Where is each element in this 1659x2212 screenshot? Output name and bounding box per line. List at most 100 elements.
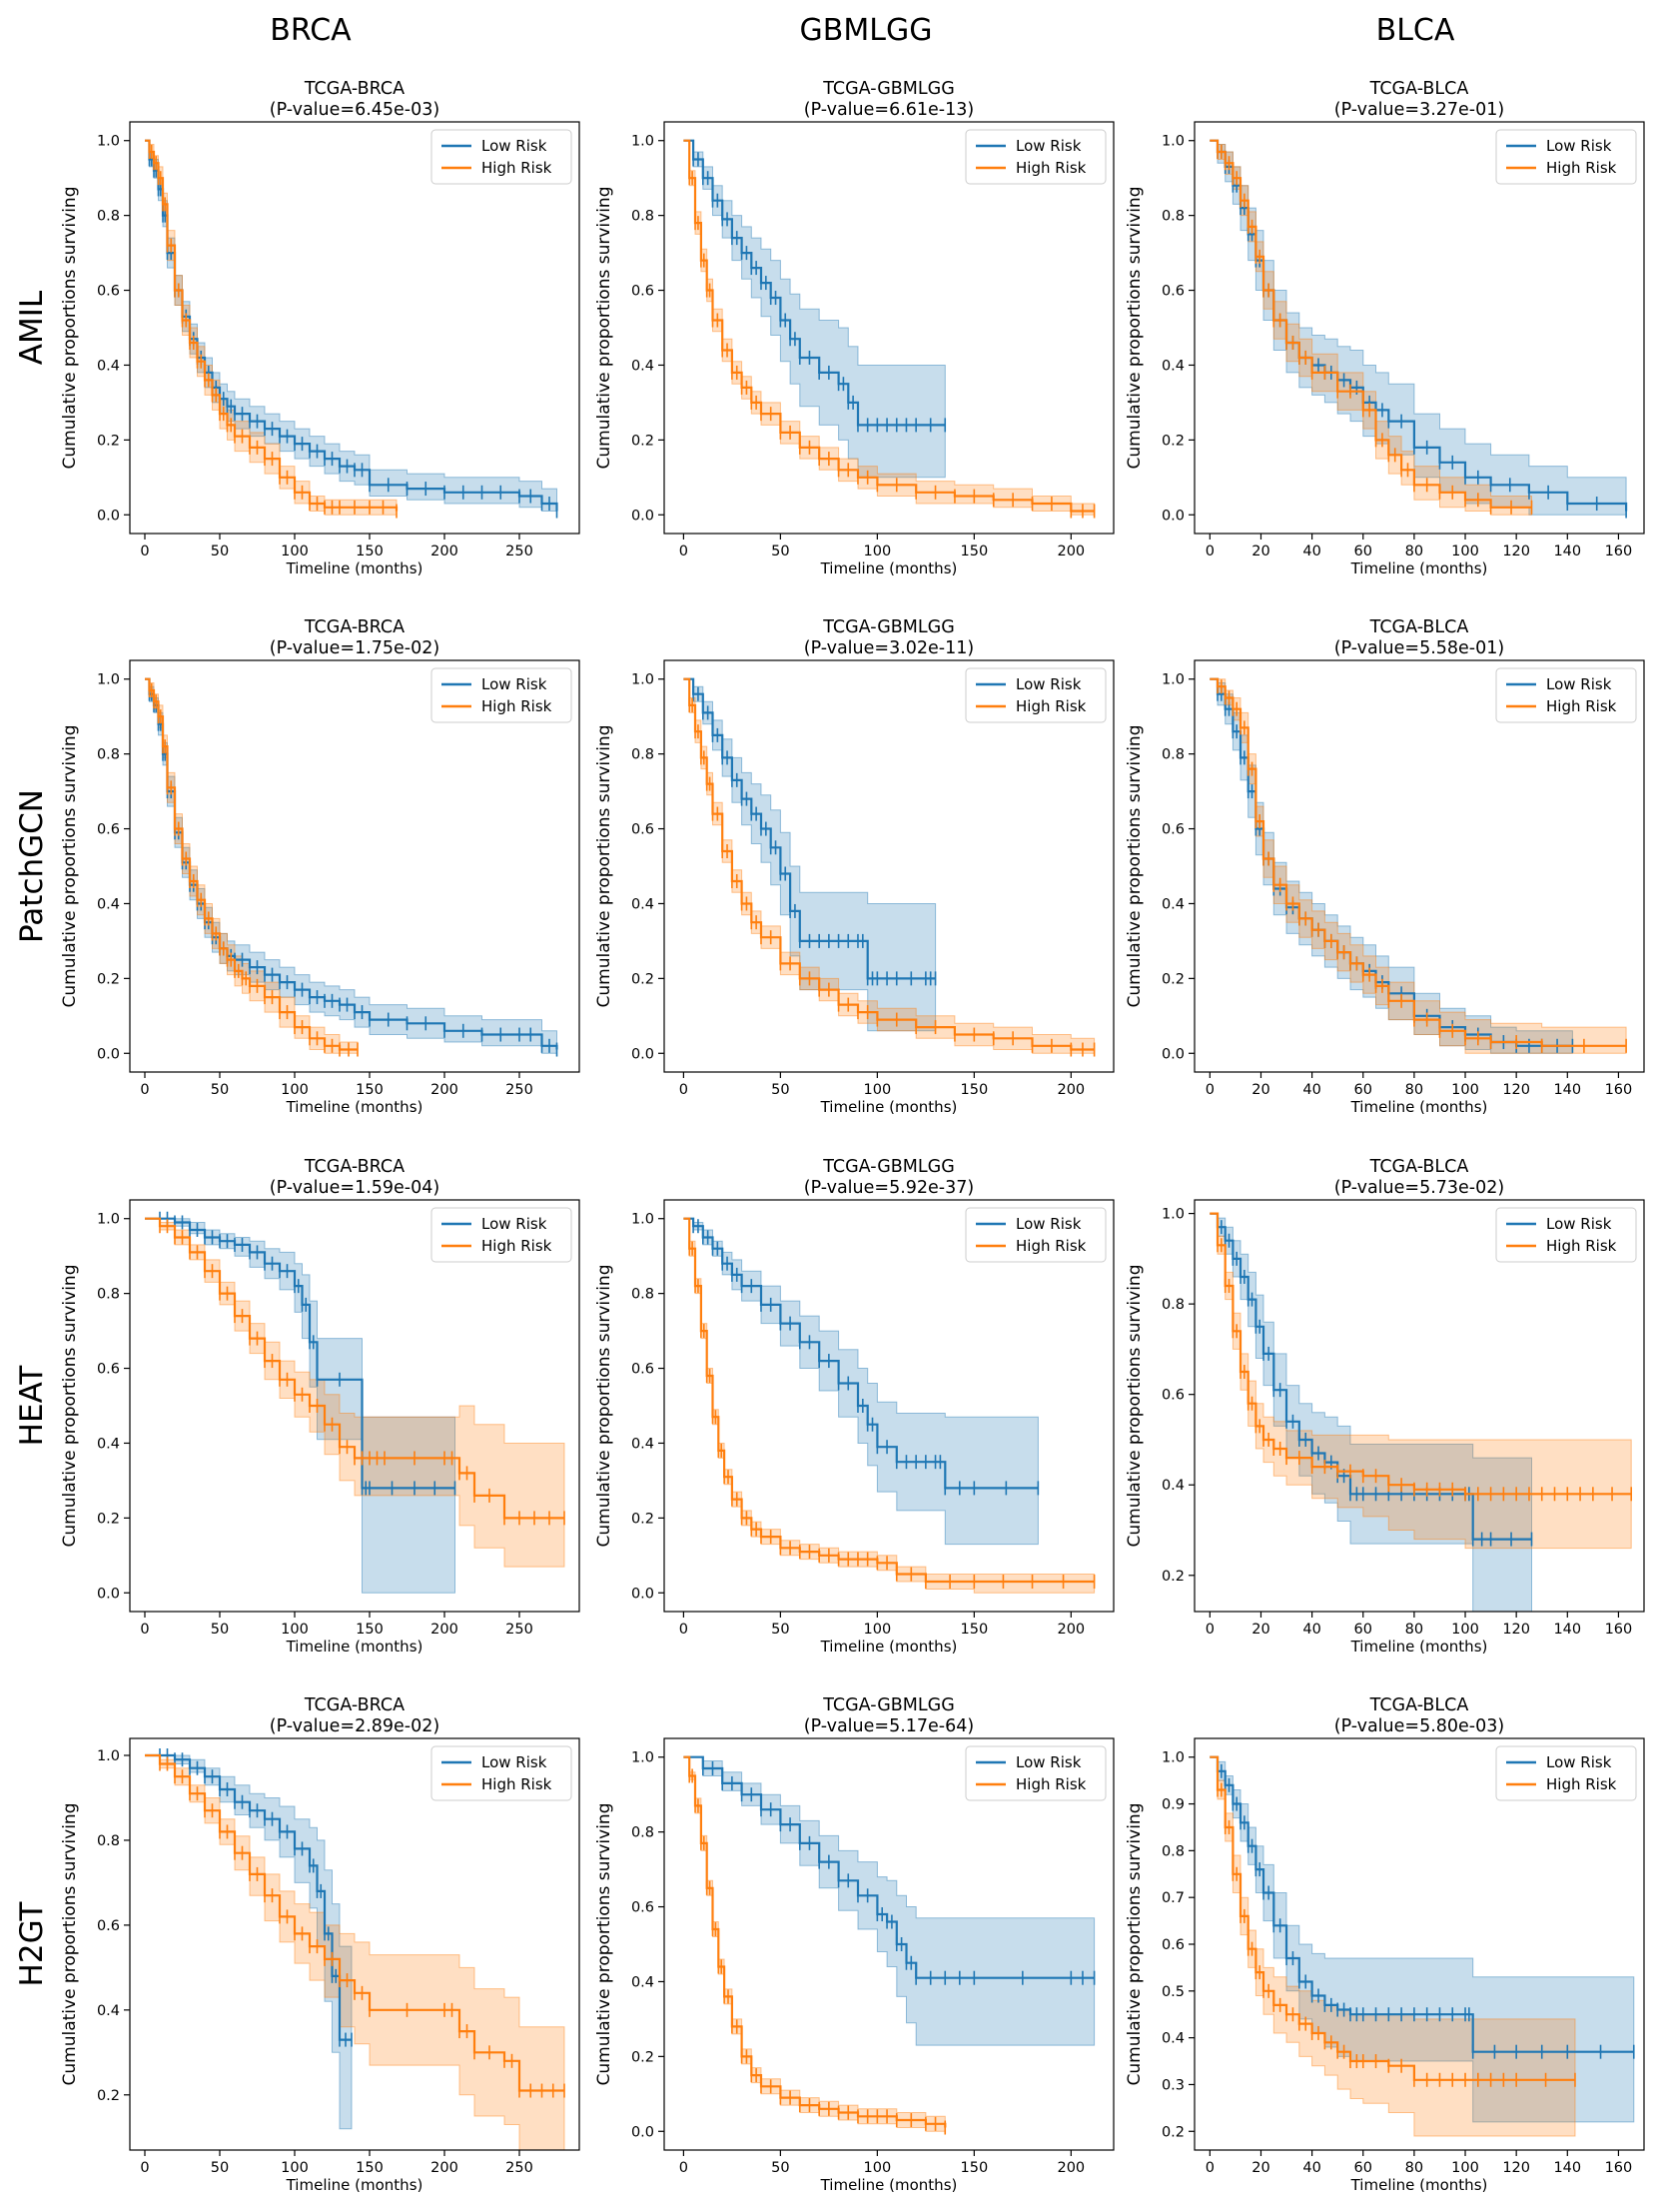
legend-box (1495, 1207, 1637, 1263)
y-tick-label: 1.0 (1162, 1750, 1185, 1766)
y-tick-label: 0.6 (1162, 1937, 1185, 1953)
y-tick-label: 0.4 (97, 896, 120, 912)
legend-box (1495, 129, 1637, 185)
axes-frame (129, 121, 580, 535)
high-risk-legend-label: High Risk (481, 159, 552, 177)
x-axis-label: Timeline (months) (820, 559, 958, 577)
x-tick-label: 150 (356, 1622, 384, 1638)
x-tick-label: 150 (961, 2160, 989, 2176)
row-header-heat: HEAT (14, 1365, 50, 1447)
low-risk-legend-label: Low Risk (1016, 137, 1082, 155)
panel-pvalue: (P-value=5.58e-01) (1334, 638, 1504, 658)
y-tick-label: 0.0 (97, 1586, 120, 1602)
high-risk-legend-label: High Risk (1546, 697, 1617, 715)
legend: Low Risk High Risk (430, 667, 572, 723)
x-tick-label: 150 (356, 544, 384, 559)
x-axis-label: Timeline (months) (286, 1638, 423, 1656)
y-tick-label: 0.2 (1162, 2124, 1185, 2140)
legend: Low Risk High Risk (430, 1207, 572, 1263)
x-tick-label: 0 (1206, 1082, 1215, 1098)
legend: Low Risk High Risk (965, 129, 1107, 185)
axes-frame (663, 1737, 1115, 2151)
high-risk-legend-label: High Risk (1016, 697, 1087, 715)
legend-box (430, 1207, 572, 1263)
high-risk-legend-label: High Risk (481, 1775, 552, 1793)
x-tick-label: 200 (1057, 544, 1085, 559)
x-tick-label: 40 (1302, 2160, 1320, 2176)
plot-area (683, 1217, 1096, 1594)
x-tick-label: 40 (1302, 1622, 1320, 1638)
x-tick-label: 150 (961, 1622, 989, 1638)
y-axis-label: Cumulative proportions surviving (60, 1803, 80, 2086)
panel-pvalue: (P-value=2.89e-02) (270, 1716, 439, 1736)
y-axis-label: Cumulative proportions surviving (594, 725, 614, 1008)
legend: Low Risk High Risk (1495, 1745, 1637, 1801)
y-axis-label: Cumulative proportions surviving (1125, 725, 1145, 1008)
x-tick-label: 120 (1502, 544, 1530, 559)
y-tick-label: 0.0 (97, 508, 120, 524)
y-axis-label: Cumulative proportions surviving (1125, 1803, 1145, 2086)
panel-amil-brca: TCGA-BRCA(P-value=6.45e-03) 0 50 100 150 200 2… (60, 79, 580, 577)
x-axis-label: Timeline (months) (820, 1098, 958, 1116)
panel-pvalue: (P-value=5.17e-64) (804, 1716, 974, 1736)
low-risk-ci-band (145, 678, 557, 1054)
y-tick-label: 0.8 (97, 747, 120, 763)
legend-box (430, 667, 572, 723)
y-tick-label: 0.8 (1162, 747, 1185, 763)
y-tick-label: 0.8 (97, 209, 120, 225)
legend-box (430, 1745, 572, 1801)
y-tick-label: 0.8 (1162, 209, 1185, 225)
y-tick-label: 1.0 (97, 672, 120, 688)
x-tick-label: 100 (281, 544, 309, 559)
x-tick-label: 50 (211, 544, 229, 559)
axes-frame (1194, 659, 1645, 1073)
y-axis-label: Cumulative proportions surviving (594, 1265, 614, 1548)
x-tick-label: 250 (505, 2160, 533, 2176)
x-tick-label: 160 (1605, 2160, 1633, 2176)
x-tick-label: 200 (430, 544, 458, 559)
y-tick-label: 0.2 (631, 433, 654, 449)
y-axis-label: Cumulative proportions surviving (594, 1803, 614, 2086)
y-axis-label: Cumulative proportions surviving (1125, 187, 1145, 470)
y-tick-label: 0.8 (631, 209, 654, 225)
panel-patchgcn-blca: TCGA-BLCA(P-value=5.58e-01) 0 20 40 60 80 100 1… (1125, 617, 1645, 1116)
axes-frame (1194, 121, 1645, 535)
y-tick-label: 0.6 (1162, 1388, 1185, 1404)
x-tick-label: 250 (505, 1622, 533, 1638)
x-axis-label: Timeline (months) (286, 559, 423, 577)
x-tick-label: 0 (1206, 544, 1215, 559)
y-tick-label: 0.6 (1162, 822, 1185, 838)
axes-frame (129, 1199, 580, 1613)
low-risk-legend-label: Low Risk (1546, 1753, 1612, 1771)
x-axis-label: Timeline (months) (820, 1638, 958, 1656)
y-axis-label: Cumulative proportions surviving (60, 187, 80, 470)
high-risk-legend-label: High Risk (1016, 159, 1087, 177)
x-tick-label: 100 (1451, 1622, 1479, 1638)
low-risk-legend-label: Low Risk (1546, 675, 1612, 693)
high-risk-ci-band (683, 140, 1096, 516)
x-tick-label: 80 (1405, 1622, 1423, 1638)
y-tick-label: 0.8 (97, 1833, 120, 1849)
panel-pvalue: (P-value=1.75e-02) (270, 638, 439, 658)
low-risk-legend-label: Low Risk (481, 137, 547, 155)
panel-pvalue: (P-value=1.59e-04) (270, 1178, 439, 1198)
x-tick-label: 0 (140, 544, 149, 559)
panel-title: TCGA-BLCA (1369, 79, 1469, 99)
y-tick-label: 0.6 (97, 1918, 120, 1934)
legend-box (430, 129, 572, 185)
low-risk-legend-label: Low Risk (481, 675, 547, 693)
y-tick-label: 0.4 (631, 1436, 654, 1452)
row-header-h2gt: H2GT (14, 1900, 50, 1986)
panel-title: TCGA-BRCA (304, 79, 405, 99)
y-tick-label: 1.0 (1162, 672, 1185, 688)
x-tick-label: 0 (140, 1082, 149, 1098)
high-risk-ci-band (1210, 1213, 1632, 1550)
y-tick-label: 0.2 (97, 433, 120, 449)
panel-pvalue: (P-value=5.80e-03) (1334, 1716, 1504, 1736)
axes-frame (663, 659, 1115, 1073)
high-risk-legend-label: High Risk (1016, 1237, 1087, 1255)
panel-title: TCGA-GBMLGG (822, 1695, 955, 1715)
legend-box (1495, 1745, 1637, 1801)
y-tick-label: 0.8 (1162, 1843, 1185, 1859)
x-tick-label: 0 (679, 1082, 688, 1098)
